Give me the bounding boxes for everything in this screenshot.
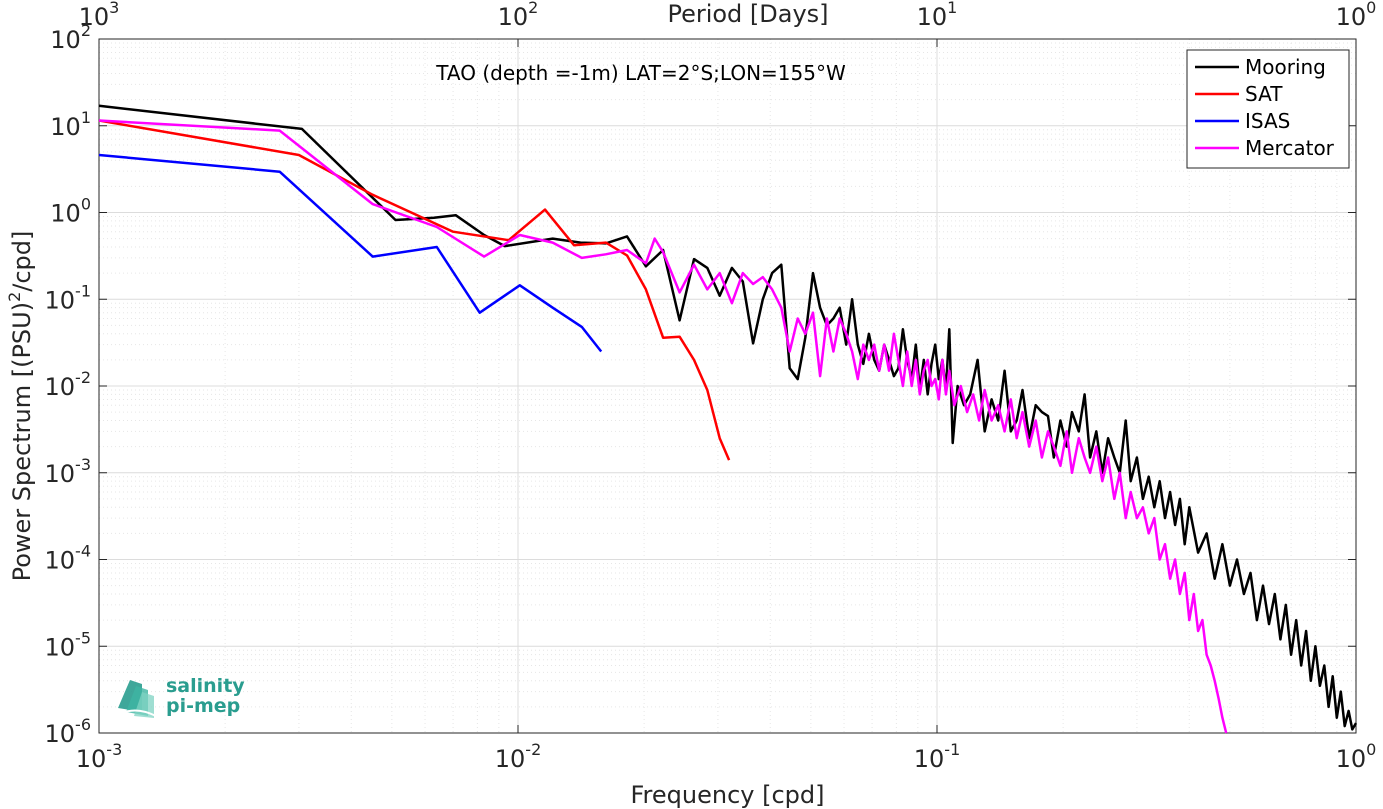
x-axis-label: Frequency [cpd] [630,781,824,809]
y-tick-label: 10-1 [45,281,92,314]
x-tick-label: 10-2 [495,740,542,773]
y-axis-label-tail: /cpd] [8,231,36,292]
major-grid [98,38,1357,734]
top-tick-label: 101 [917,0,958,31]
y-tick-label: 10-2 [45,368,92,401]
legend-label-isas: ISAS [1245,109,1290,133]
x-tick-label: 100 [1336,740,1377,773]
y-axis-label-sup: 2 [5,292,24,302]
y-tick-label: 10-6 [45,715,92,748]
top-tick-label: 100 [1336,0,1377,31]
y-axis-label-main: Power Spectrum [(PSU) [8,302,36,581]
series-line-isas [98,153,603,353]
legend-label-mooring: Mooring [1245,55,1326,79]
y-tick-label: 101 [50,108,91,141]
top-axis-label: Period [Days] [667,0,828,28]
top-tick-label: 102 [498,0,539,31]
legend-label-mercator: Mercator [1245,136,1335,160]
logo-line-1: salinity [166,675,245,697]
legend: Mooring SAT ISAS Mercator [1186,49,1350,169]
series-layer [98,104,1358,734]
y-tick-label: 102 [50,21,91,54]
salinity-pimep-logo [118,680,157,718]
legend-label-sat: SAT [1245,82,1283,106]
y-tick-label: 100 [50,195,91,228]
series-line-sat [98,119,731,461]
y-tick-label: 10-4 [45,542,92,575]
logo-line-2: pi-mep [166,695,241,717]
minor-grid [99,39,1356,733]
y-tick-label: 10-5 [45,628,92,661]
x-tick-label: 10-1 [914,740,961,773]
axis-ticks [98,38,1357,734]
y-axis-label: Power Spectrum [(PSU)2/cpd] [5,231,36,582]
x-tick-label: 10-3 [76,740,123,773]
logo-text: salinity pi-mep [166,676,245,716]
chart-title: TAO (depth =-1m) LAT=2°S;LON=155°W [435,61,846,85]
y-tick-label: 10-3 [45,455,92,488]
top-tick-label: 103 [79,0,120,31]
series-line-mercator [98,119,1228,734]
series-line-mooring [98,104,1358,731]
